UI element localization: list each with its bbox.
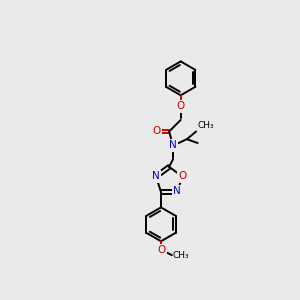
Text: O: O (177, 101, 185, 111)
Text: N: N (173, 186, 181, 196)
Text: O: O (178, 172, 187, 182)
Text: N: N (152, 172, 160, 182)
Text: N: N (169, 140, 177, 150)
Text: O: O (152, 127, 160, 136)
Text: O: O (157, 245, 165, 256)
Text: CH₃: CH₃ (198, 121, 214, 130)
Text: CH₃: CH₃ (172, 250, 189, 260)
